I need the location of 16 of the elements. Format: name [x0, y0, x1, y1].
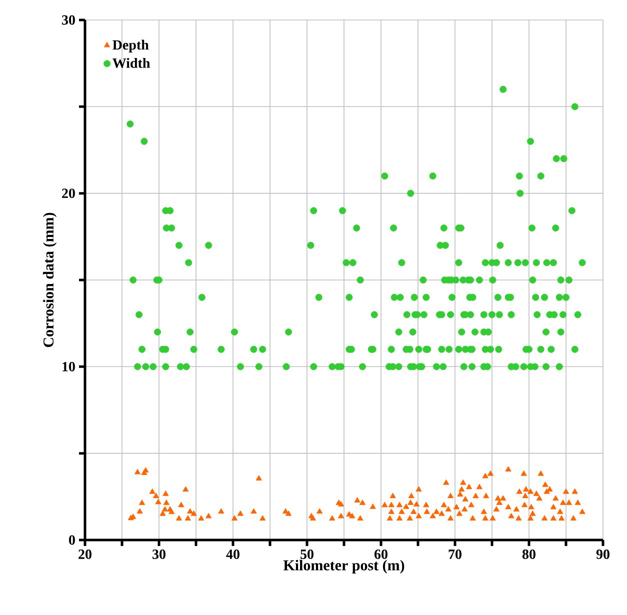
y-tick-label: 10: [62, 362, 75, 372]
x-tick-label: 50: [300, 550, 314, 559]
legend-label: Width: [112, 58, 150, 68]
y-tick-label: 30: [62, 15, 75, 25]
x-tick-label: 40: [226, 550, 240, 559]
x-tick-label: 30: [152, 550, 166, 559]
x-tick-label: 80: [522, 550, 536, 559]
x-axis-title: Kilometer post (m): [283, 560, 404, 574]
y-axis-title: Corrosion data (mm): [43, 212, 57, 348]
y-tick-label: 20: [62, 188, 75, 198]
x-tick-label: 20: [78, 550, 92, 559]
x-tick-label: 70: [448, 550, 462, 559]
legend-label: Depth: [112, 40, 149, 52]
x-tick-label: 90: [596, 550, 610, 559]
x-tick-label: 60: [374, 550, 388, 559]
y-tick-label: 0: [69, 535, 75, 545]
